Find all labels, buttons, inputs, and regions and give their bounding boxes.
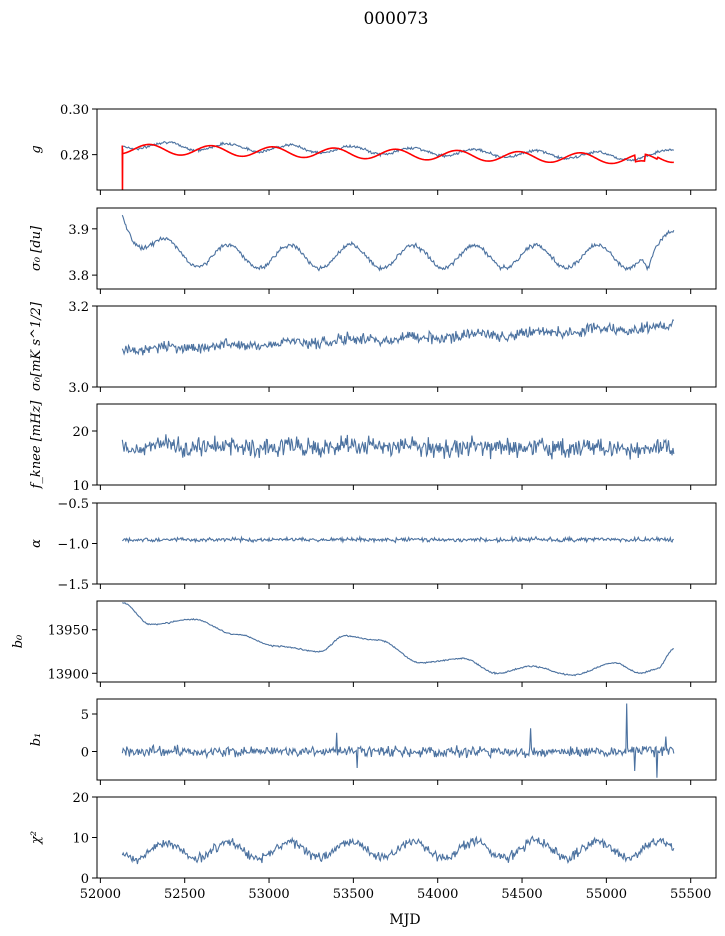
y-tick-label: −1.5 bbox=[57, 578, 89, 593]
y-axis-label: χ² bbox=[29, 831, 44, 845]
axes-frame bbox=[96, 207, 717, 290]
series-line-b0-0 bbox=[122, 602, 674, 677]
axes-frame bbox=[96, 502, 717, 585]
series-line-sigma0_du-0 bbox=[121, 214, 675, 272]
figure-title: 000073 bbox=[364, 9, 429, 29]
y-tick-label: 0 bbox=[81, 746, 89, 761]
axes-frame bbox=[96, 698, 717, 781]
axes-frame bbox=[96, 403, 717, 486]
panel-sigma0_du: 3.8 3.9 σ₀ [du] bbox=[29, 207, 717, 294]
y-tick-label: 20 bbox=[72, 791, 89, 806]
y-tick-label: 3.0 bbox=[68, 381, 89, 396]
x-axis-label: MJD bbox=[389, 912, 420, 928]
x-tick-label: 55500 bbox=[670, 887, 711, 902]
series-line-chi2-0 bbox=[121, 835, 675, 865]
series-line-b1-0 bbox=[121, 703, 675, 778]
y-tick-label: 0 bbox=[81, 872, 89, 887]
y-tick-label: 13950 bbox=[48, 624, 89, 639]
y-tick-label: 3.2 bbox=[68, 300, 89, 315]
y-tick-label: 5 bbox=[81, 708, 89, 723]
panel-b0: 13900 13950 b₀ bbox=[11, 600, 717, 687]
y-tick-label: 3.8 bbox=[68, 269, 89, 284]
y-axis-label: σ₀[mK s^1/2] bbox=[29, 301, 44, 391]
y-axis-label: α bbox=[29, 539, 44, 548]
series-line-alpha-0 bbox=[122, 535, 674, 544]
x-tick-label: 52000 bbox=[80, 887, 121, 902]
y-axis-label: b₀ bbox=[11, 634, 26, 648]
x-tick-label: 52500 bbox=[164, 887, 205, 902]
x-tick-label: 55000 bbox=[586, 887, 627, 902]
panels: 0.28 0.30 g 3.8 3.9 σ₀ [du] 3.0 3.2 σ₀[mK s^1/2]… bbox=[11, 103, 717, 902]
y-axis-label: b₁ bbox=[29, 733, 44, 747]
y-tick-label: 0.28 bbox=[60, 149, 89, 164]
y-axis-label: f_knee [mHz] bbox=[29, 400, 44, 490]
panel-alpha: −1.5 −1.0 −0.5 α bbox=[29, 497, 717, 593]
y-tick-label: −1.0 bbox=[57, 538, 89, 553]
y-tick-label: 10 bbox=[72, 832, 89, 847]
axes-frame bbox=[96, 600, 717, 683]
series-line-g-0 bbox=[122, 140, 675, 162]
panel-chi2: 0 10 20 52000 52500 53000 53500 54000 54500 55000… bbox=[29, 791, 717, 902]
axes-frame bbox=[96, 108, 717, 191]
y-tick-label: 3.9 bbox=[68, 223, 89, 238]
y-tick-label: 13900 bbox=[48, 667, 89, 682]
series-line-sigma0_mk-0 bbox=[121, 319, 675, 356]
panel-sigma0_mk: 3.0 3.2 σ₀[mK s^1/2] bbox=[29, 300, 717, 396]
y-tick-label: 0.30 bbox=[60, 103, 89, 118]
x-tick-label: 54000 bbox=[417, 887, 458, 902]
panel-b1: 0 5 b₁ bbox=[29, 698, 717, 785]
series-line-g-1 bbox=[121, 143, 674, 190]
axes-frame bbox=[96, 796, 717, 879]
axes-frame bbox=[96, 305, 717, 388]
x-tick-label: 54500 bbox=[501, 887, 542, 902]
panel-g: 0.28 0.30 g bbox=[29, 103, 717, 195]
y-axis-label: σ₀ [du] bbox=[29, 225, 44, 271]
series-line-fknee-0 bbox=[121, 434, 675, 460]
panel-fknee: 10 20 f_knee [mHz] bbox=[29, 400, 717, 494]
y-tick-label: 10 bbox=[72, 479, 89, 494]
y-tick-label: −0.5 bbox=[57, 497, 89, 512]
x-tick-label: 53500 bbox=[333, 887, 374, 902]
y-tick-label: 20 bbox=[72, 425, 89, 440]
x-tick-label: 53000 bbox=[248, 887, 289, 902]
y-axis-label: g bbox=[29, 145, 44, 153]
